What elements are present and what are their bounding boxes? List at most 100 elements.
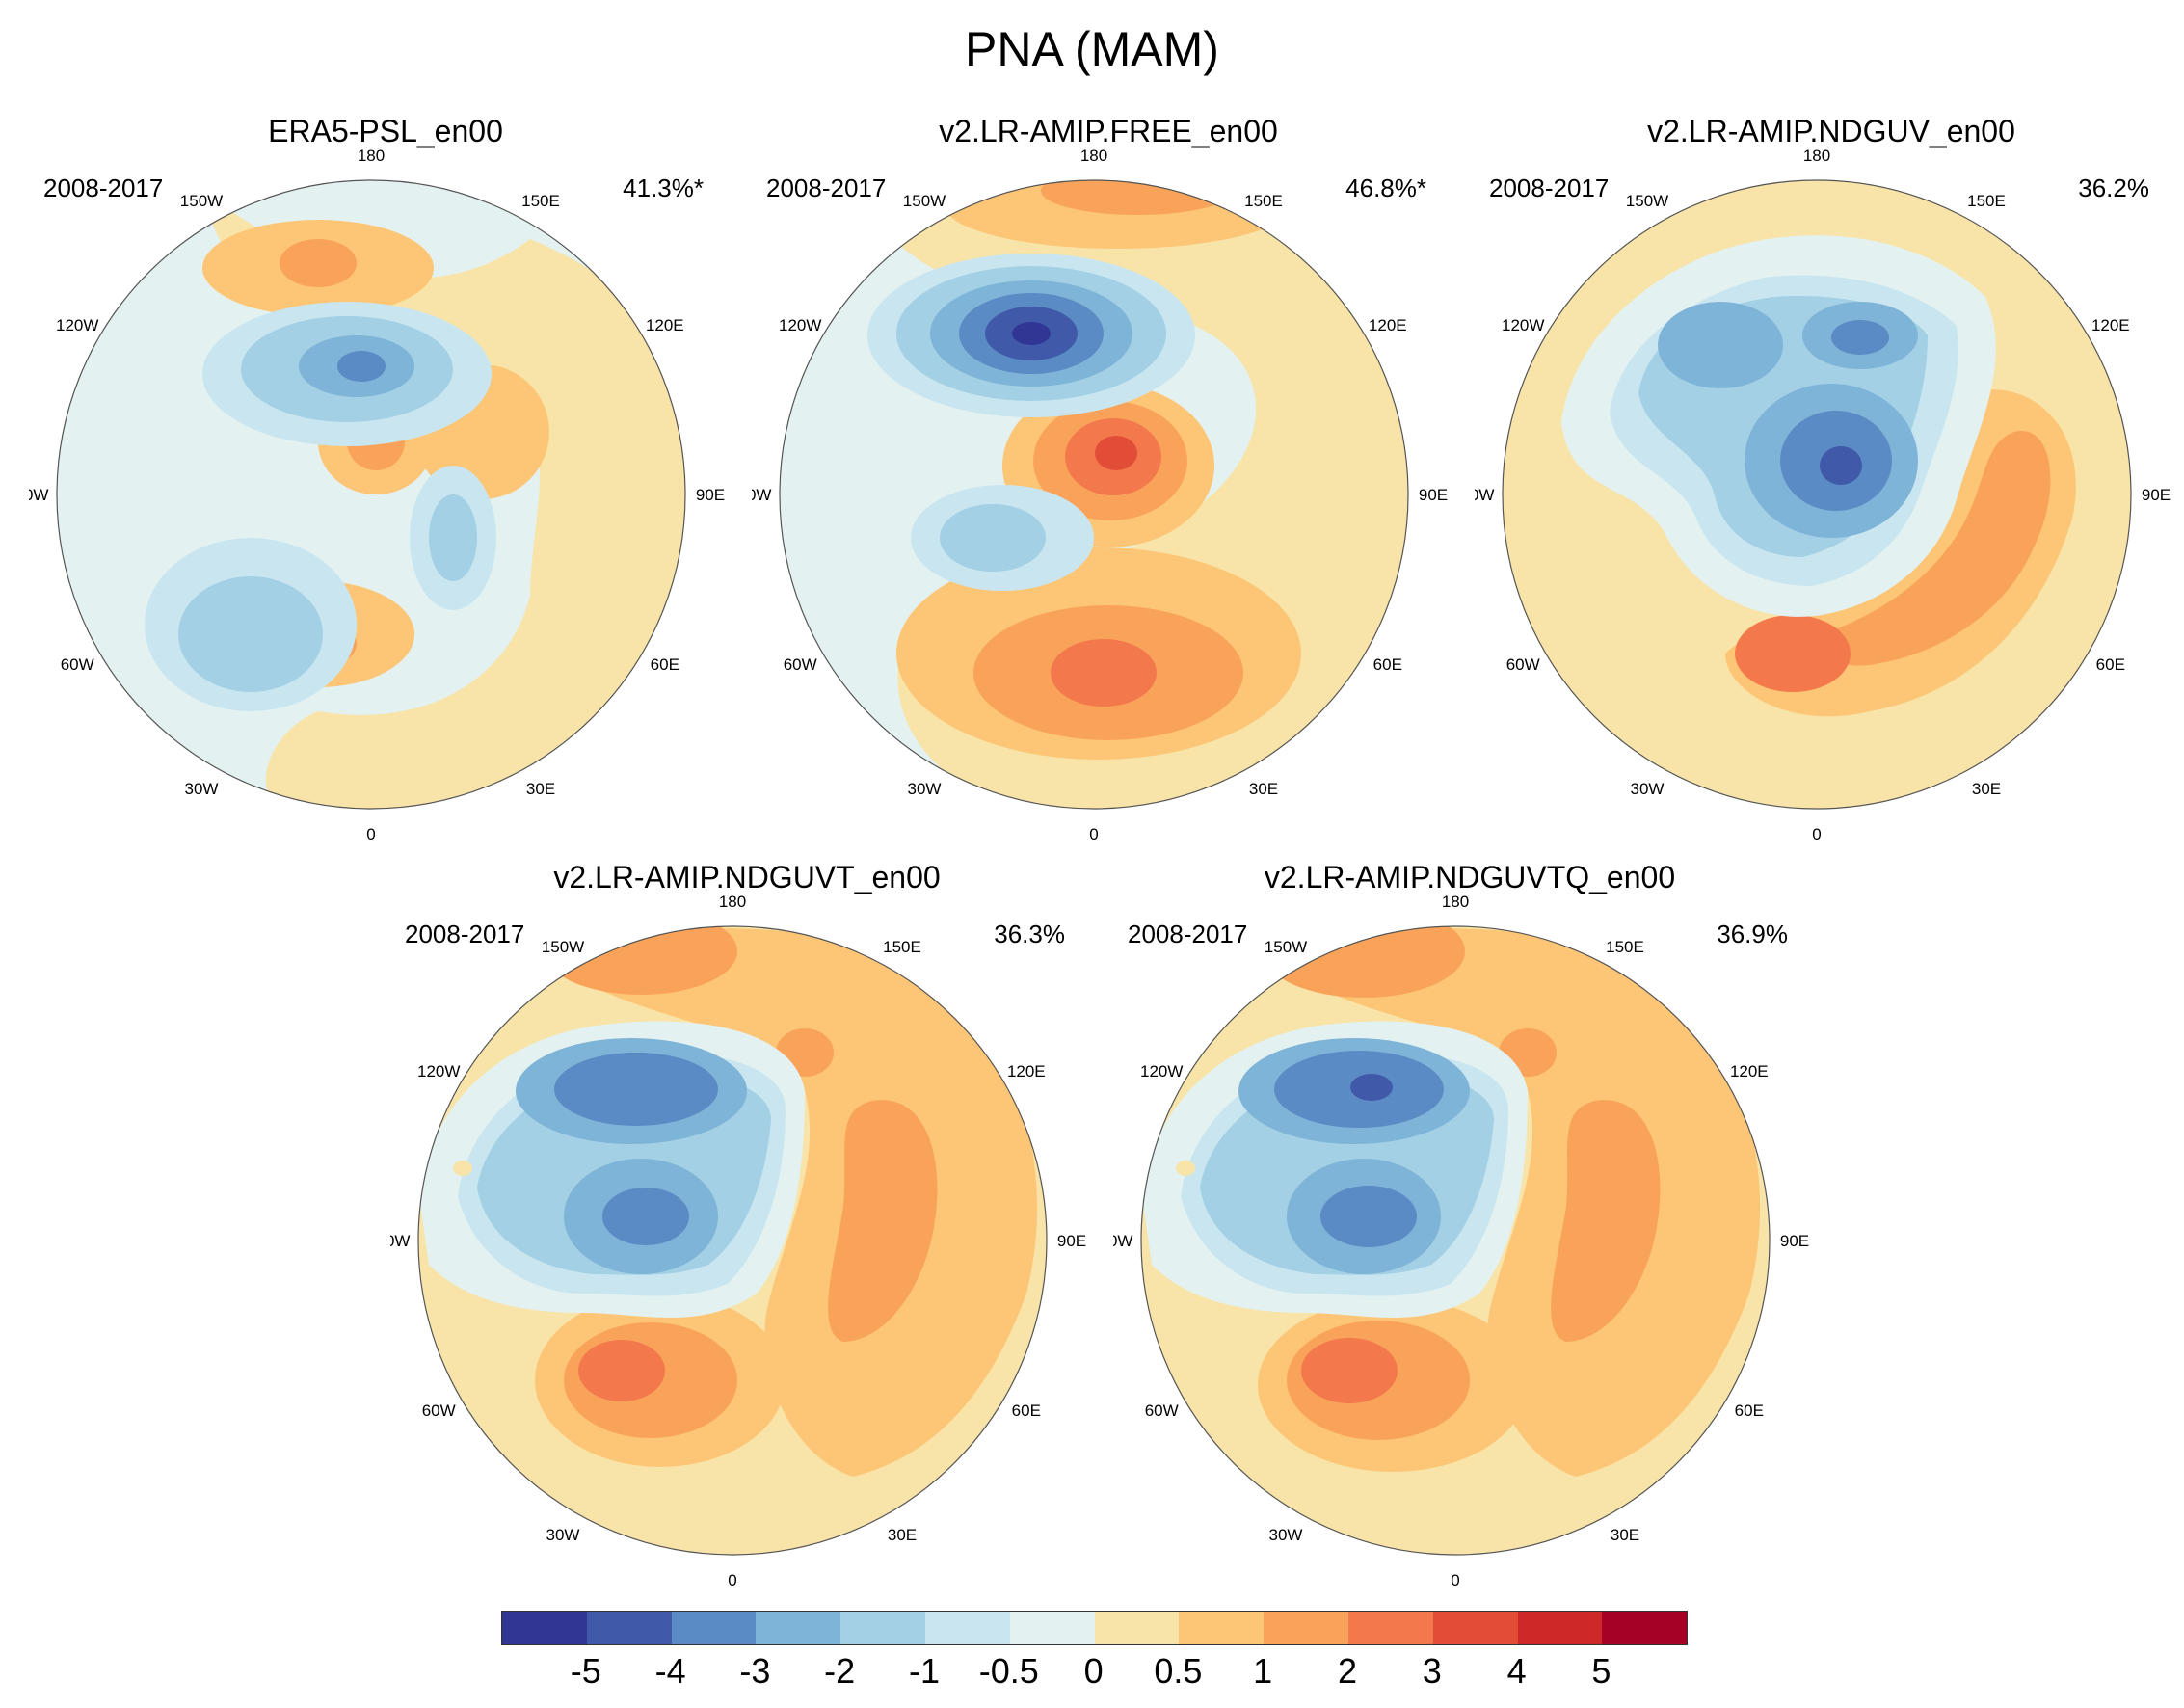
longitude-label: 30E	[1611, 1526, 1639, 1544]
period-label: 2008-2017	[43, 173, 164, 202]
polar-map: 180 150E 120E 90E 60E 30E 0 30W 60W 90W 120W 150W	[1475, 147, 2171, 843]
longitude-label: 60W	[784, 655, 817, 674]
longitude-label: 120W	[1140, 1062, 1183, 1081]
longitude-label: 30W	[908, 780, 942, 798]
polar-map: 180 150E 120E 90E 60E 30E 0 30W 60W 90W 120W 150W	[752, 147, 1448, 843]
longitude-label: 30W	[1269, 1526, 1303, 1544]
colorbar-tick-label: -1	[908, 1651, 941, 1691]
colorbar-swatch	[1264, 1612, 1348, 1644]
colorbar-tick-label: 3	[1422, 1651, 1442, 1691]
colorbar-swatch	[1602, 1612, 1688, 1644]
longitude-label: 180	[1803, 147, 1830, 165]
colorbar-swatch	[1517, 1612, 1603, 1644]
variance-label: 46.8%*	[1345, 173, 1426, 202]
colorbar-tick-label: -3	[739, 1651, 771, 1691]
longitude-label: 180	[719, 893, 746, 911]
longitude-label: 180	[1080, 147, 1107, 165]
longitude-label: 150W	[903, 192, 946, 210]
longitude-label: 90W	[1475, 486, 1494, 504]
longitude-label: 30E	[526, 780, 555, 798]
longitude-label: 150W	[180, 192, 223, 210]
colorbar-tick-label: 2	[1337, 1651, 1358, 1691]
longitude-label: 60E	[1373, 655, 1402, 674]
longitude-label: 90E	[1780, 1232, 1809, 1250]
colorbar-swatch	[924, 1612, 1010, 1644]
colorbar-tick-label: -4	[654, 1651, 686, 1691]
longitude-label: 0	[1812, 825, 1821, 843]
map-panel-era5: ERA5-PSL_en00 2008-2017 41.3%* 180 150E 12…	[29, 114, 742, 846]
longitude-label: 30W	[546, 1526, 580, 1544]
longitude-label: 0	[1089, 825, 1098, 843]
colorbar-swatch	[1009, 1612, 1095, 1644]
longitude-label: 0	[728, 1571, 736, 1589]
longitude-label: 90W	[1113, 1232, 1132, 1250]
longitude-label: 120E	[2091, 316, 2130, 334]
longitude-label: 90E	[1057, 1232, 1086, 1250]
longitude-label: 90W	[390, 1232, 410, 1250]
colorbar-swatch	[840, 1612, 925, 1644]
longitude-label: 120E	[1369, 316, 1407, 334]
colorbar-swatch	[1094, 1612, 1180, 1644]
colorbar-tick-label: -0.5	[978, 1651, 1039, 1691]
longitude-label: 120W	[56, 316, 98, 334]
longitude-label: 90E	[1419, 486, 1448, 504]
longitude-label: 120W	[1502, 316, 1544, 334]
variance-label: 36.3%	[994, 920, 1065, 948]
panel-title: v2.LR-AMIP.NDGUVT_en00	[553, 860, 941, 894]
longitude-label: 60E	[651, 655, 679, 674]
longitude-label: 90E	[696, 486, 725, 504]
colorbar-swatch	[586, 1612, 672, 1644]
longitude-label: 150W	[1626, 192, 1668, 210]
longitude-label: 90E	[2142, 486, 2171, 504]
longitude-label: 30W	[1631, 780, 1665, 798]
map-border	[56, 179, 686, 810]
longitude-label: 0	[366, 825, 375, 843]
longitude-label: 60W	[422, 1401, 456, 1420]
panel-title: ERA5-PSL_en00	[268, 114, 503, 148]
period-label: 2008-2017	[1128, 920, 1248, 948]
colorbar-tick-label: -5	[570, 1651, 601, 1691]
longitude-label: 60E	[1012, 1401, 1041, 1420]
panel-title: v2.LR-AMIP.FREE_en00	[939, 114, 1278, 148]
longitude-label: 30E	[1972, 780, 2001, 798]
period-label: 2008-2017	[405, 920, 525, 948]
longitude-label: 180	[1442, 893, 1469, 911]
colorbar-tick-label: 5	[1591, 1651, 1611, 1691]
figure-title: PNA (MAM)	[965, 22, 1219, 76]
longitude-label: 60E	[1735, 1401, 1764, 1420]
longitude-label: 150E	[521, 192, 560, 210]
longitude-label: 60W	[61, 655, 94, 674]
longitude-label: 120W	[417, 1062, 460, 1081]
longitude-label: 150E	[1606, 938, 1644, 956]
colorbar-swatches	[501, 1611, 1689, 1645]
polar-map: 180 150E 120E 90E 60E 30E 0 30W 60W 90W 120W 150W	[29, 147, 725, 843]
colorbar-tick-label: -2	[824, 1651, 856, 1691]
longitude-label: 150W	[1265, 938, 1307, 956]
longitude-label: 0	[1451, 1571, 1459, 1589]
variance-label: 41.3%*	[623, 173, 704, 202]
longitude-label: 150E	[1967, 192, 2006, 210]
colorbar-tick-label: 4	[1506, 1651, 1527, 1691]
longitude-label: 120E	[1007, 1062, 1046, 1081]
longitude-label: 30E	[1249, 780, 1278, 798]
colorbar-swatch	[1179, 1612, 1265, 1644]
variance-label: 36.9%	[1717, 920, 1788, 948]
longitude-label: 60E	[2096, 655, 2125, 674]
longitude-label: 150E	[883, 938, 921, 956]
map-panel-ndguvtq: v2.LR-AMIP.NDGUVTQ_en00 2008-2017 36.9% …	[1113, 860, 1826, 1592]
colorbar-tick-label: 1	[1253, 1651, 1273, 1691]
longitude-label: 60W	[1506, 655, 1540, 674]
variance-label: 36.2%	[2078, 173, 2149, 202]
colorbar-swatch	[671, 1612, 757, 1644]
polar-map: 180 150E 120E 90E 60E 30E 0 30W 60W 90W 120W 150W	[390, 893, 1086, 1589]
panel-title: v2.LR-AMIP.NDGUV_en00	[1647, 114, 2015, 148]
longitude-label: 90W	[752, 486, 771, 504]
colorbar-tick-label: 0.5	[1154, 1651, 1203, 1691]
colorbar-swatch	[1347, 1612, 1433, 1644]
map-panel-free: v2.LR-AMIP.FREE_en00 2008-2017 46.8%* 18	[752, 114, 1465, 846]
colorbar-swatch	[502, 1612, 587, 1644]
longitude-label: 120E	[646, 316, 684, 334]
colorbar-swatch	[756, 1612, 841, 1644]
map-panel-ndguvt: v2.LR-AMIP.NDGUVT_en00 2008-2017 36.3% 1…	[390, 860, 1104, 1592]
longitude-label: 120E	[1730, 1062, 1769, 1081]
